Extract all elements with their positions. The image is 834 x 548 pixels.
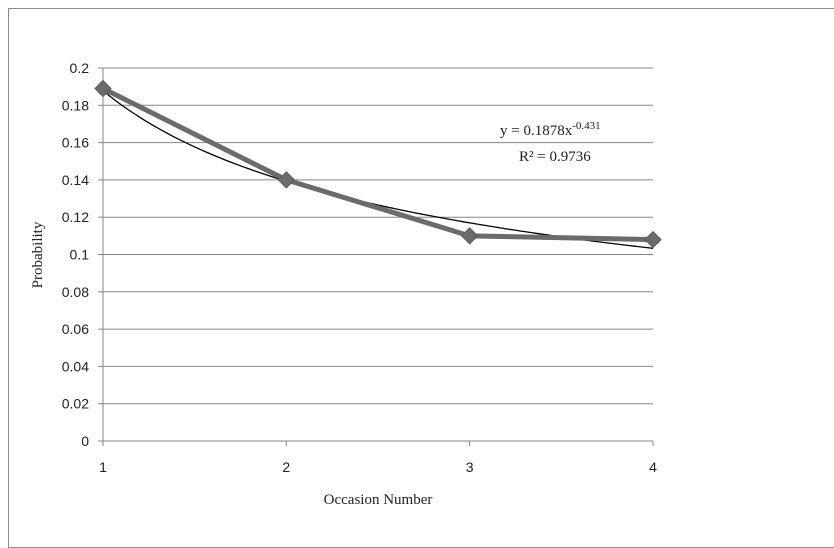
trendline-curve [102,90,654,249]
chart-frame [8,8,834,548]
y-tick-label: 0.04 [62,358,89,374]
series-group [94,79,662,249]
y-tick-label: 0.06 [62,321,89,337]
r-squared-label: R² = 0.9736 [519,149,591,165]
series-line [101,86,654,243]
y-tick-label: 0.08 [62,284,89,300]
axes [102,68,653,442]
data-point-marker [644,230,662,249]
data-point-marker [94,79,112,98]
gridlines [98,67,654,446]
y-axis-title: Probability [30,221,46,288]
y-tick-label: 0.1 [70,247,90,263]
y-tick-label: 0.2 [70,60,90,76]
y-tick-label: 0.18 [62,97,89,113]
x-tick-label: 4 [649,459,657,475]
y-tick-label: 0.02 [62,396,89,412]
y-tick-label: 0.14 [62,172,89,188]
y-tick-label: 0.12 [62,209,89,225]
equation-exponent: -0.431 [572,120,600,132]
x-axis-title: Occasion Number [324,492,433,508]
y-tick-label: 0.16 [62,135,89,151]
y-tick-labels: 0 0.02 0.04 0.06 0.08 0.1 0.12 0.14 0.16 0.18 0.2 [62,60,89,449]
x-tick-labels: 1 2 3 4 [99,459,657,475]
y-tick-label: 0 [81,433,89,449]
x-tick-label: 1 [99,459,107,475]
x-tick-label: 3 [466,459,474,475]
data-point-marker [277,171,296,189]
trendline [102,90,654,249]
data-point-marker [460,227,479,245]
x-tick-label: 2 [282,459,290,475]
trendline-equation: y = 0.1878x-0.431 [500,120,601,139]
